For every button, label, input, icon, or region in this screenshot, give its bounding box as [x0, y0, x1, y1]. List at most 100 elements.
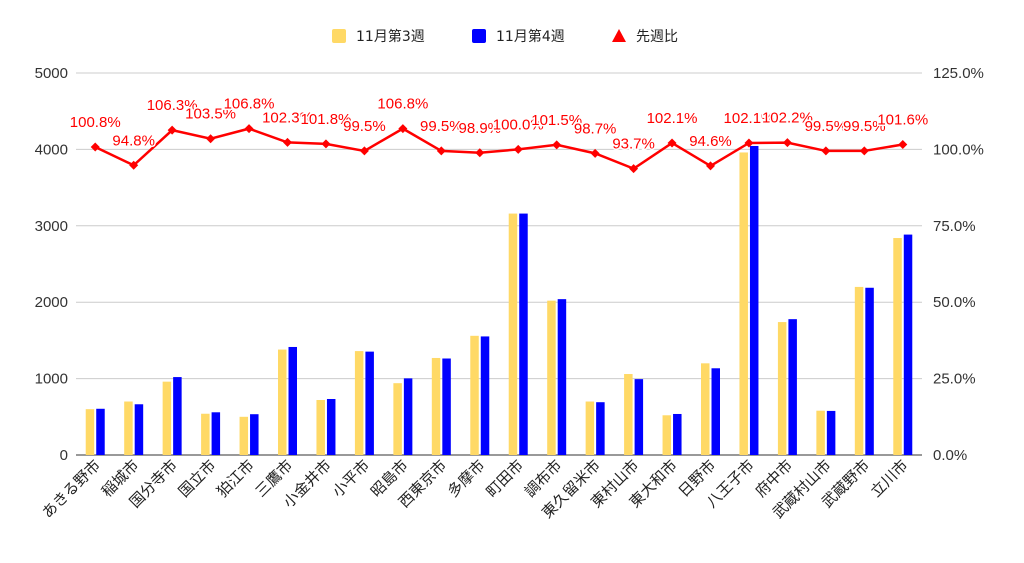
bar — [788, 319, 797, 455]
bar — [316, 399, 325, 455]
ratio-data-label: 101.8% — [301, 111, 352, 128]
bar — [865, 287, 874, 455]
bar — [211, 412, 221, 455]
ratio-data-label: 94.8% — [112, 132, 155, 149]
x-axis: あきる野市稲城市国分寺市国立市狛江市三鷹市小金井市小平市昭島市西東京市多摩市町田… — [39, 456, 912, 522]
ratio-data-label: 102.3% — [262, 109, 313, 126]
ratio-point — [283, 137, 292, 147]
y-right-tick-label: 25.0% — [933, 371, 976, 388]
bar — [557, 299, 567, 455]
bar — [288, 346, 297, 455]
bar — [431, 357, 441, 455]
bar — [596, 402, 605, 455]
category-label: あきる野市 — [39, 456, 105, 522]
bar — [777, 322, 787, 455]
ratio-data-label: 99.5% — [843, 118, 886, 135]
bar — [393, 383, 402, 455]
y-left-tick-label: 4000 — [35, 141, 68, 158]
y-axis-left: 0 1000 2000 3000 4000 5000 — [35, 65, 68, 464]
ratio-data-label: 93.7% — [612, 136, 655, 153]
ratio-data-label: 106.8% — [224, 96, 275, 113]
ratio-data-label: 101.5% — [531, 112, 582, 129]
ratio-point — [398, 124, 408, 134]
bar — [124, 401, 133, 455]
y-left-tick-label: 2000 — [35, 294, 68, 311]
y-left-tick-label: 1000 — [35, 371, 68, 388]
ratio-point — [552, 140, 562, 150]
bar — [85, 409, 95, 455]
y-right-tick-label: 125.0% — [933, 65, 984, 82]
ratio-point — [129, 160, 139, 170]
bar — [903, 234, 913, 455]
bar — [634, 379, 644, 455]
ratio-data-label: 106.3% — [147, 97, 198, 114]
ratio-data-label: 98.7% — [574, 120, 617, 137]
ratio-point — [782, 138, 792, 148]
bar — [739, 152, 748, 455]
ratio-data-label: 94.6% — [689, 133, 732, 150]
ratio-data-label: 98.9% — [458, 120, 501, 137]
ratio-point — [244, 124, 254, 134]
ratio-data-label: 101.6% — [877, 112, 928, 129]
bar — [162, 381, 172, 455]
bar — [326, 398, 336, 455]
ratio-data-label: 100.0% — [493, 116, 544, 133]
y-right-tick-label: 0.0% — [933, 447, 967, 464]
bar — [547, 300, 556, 455]
bar — [173, 377, 182, 455]
category-label: 国立市 — [175, 456, 220, 501]
bar — [250, 414, 259, 455]
y-left-tick-label: 5000 — [35, 65, 68, 82]
ratio-data-label: 99.5% — [420, 118, 463, 135]
ratio-point — [706, 161, 715, 171]
ratio-point — [590, 148, 600, 158]
bar — [673, 413, 682, 455]
category-label: 立川市 — [867, 456, 912, 501]
legend-label: 先週比 — [636, 29, 678, 45]
ratio-point — [206, 134, 216, 144]
category-label: 狛江市 — [213, 456, 258, 501]
legend-label: 11月第4週 — [496, 28, 565, 45]
ratio-point — [859, 146, 869, 156]
bars — [85, 145, 913, 455]
bar — [711, 368, 720, 455]
bar — [624, 374, 633, 455]
y-left-tick-label: 3000 — [35, 218, 68, 235]
bar — [826, 410, 836, 455]
bar — [239, 416, 249, 455]
ratio-point — [90, 142, 100, 152]
bar — [585, 401, 595, 455]
ratio-point — [744, 138, 754, 148]
bar — [519, 213, 528, 455]
ratio-point — [821, 146, 831, 156]
bar — [354, 351, 364, 455]
bar — [749, 145, 759, 455]
ratio-data-label: 102.2% — [762, 110, 813, 127]
category-label: 町田市 — [482, 456, 527, 501]
ratio-point — [436, 146, 446, 156]
bar — [816, 410, 825, 455]
bar — [470, 335, 479, 455]
ratio-line: 100.8%94.8% 106.3%103.5%106.8%102.3%101.8… — [68, 94, 930, 174]
bar — [96, 408, 105, 455]
bar — [403, 378, 413, 455]
ratio-data-label: 103.5% — [185, 106, 236, 123]
ratio-data-label: 102.1% — [724, 110, 775, 127]
bar — [662, 415, 672, 455]
category-label: 小平市 — [329, 456, 374, 501]
bar — [893, 238, 902, 455]
ratio-point — [359, 146, 369, 156]
bar — [480, 336, 490, 455]
bar — [701, 363, 710, 455]
bar — [134, 404, 144, 455]
y-right-tick-label: 100.0% — [933, 141, 984, 158]
ratio-point — [513, 144, 523, 154]
ratio-data-label: 100.8% — [70, 114, 121, 131]
ratio-point — [898, 140, 908, 150]
legend: 11月第3週 11月第4週 先週比 — [332, 28, 678, 45]
ratio-data-label: 102.1% — [647, 110, 698, 127]
legend-marker — [472, 29, 486, 43]
y-right-tick-label: 50.0% — [933, 294, 976, 311]
bar — [278, 349, 287, 455]
